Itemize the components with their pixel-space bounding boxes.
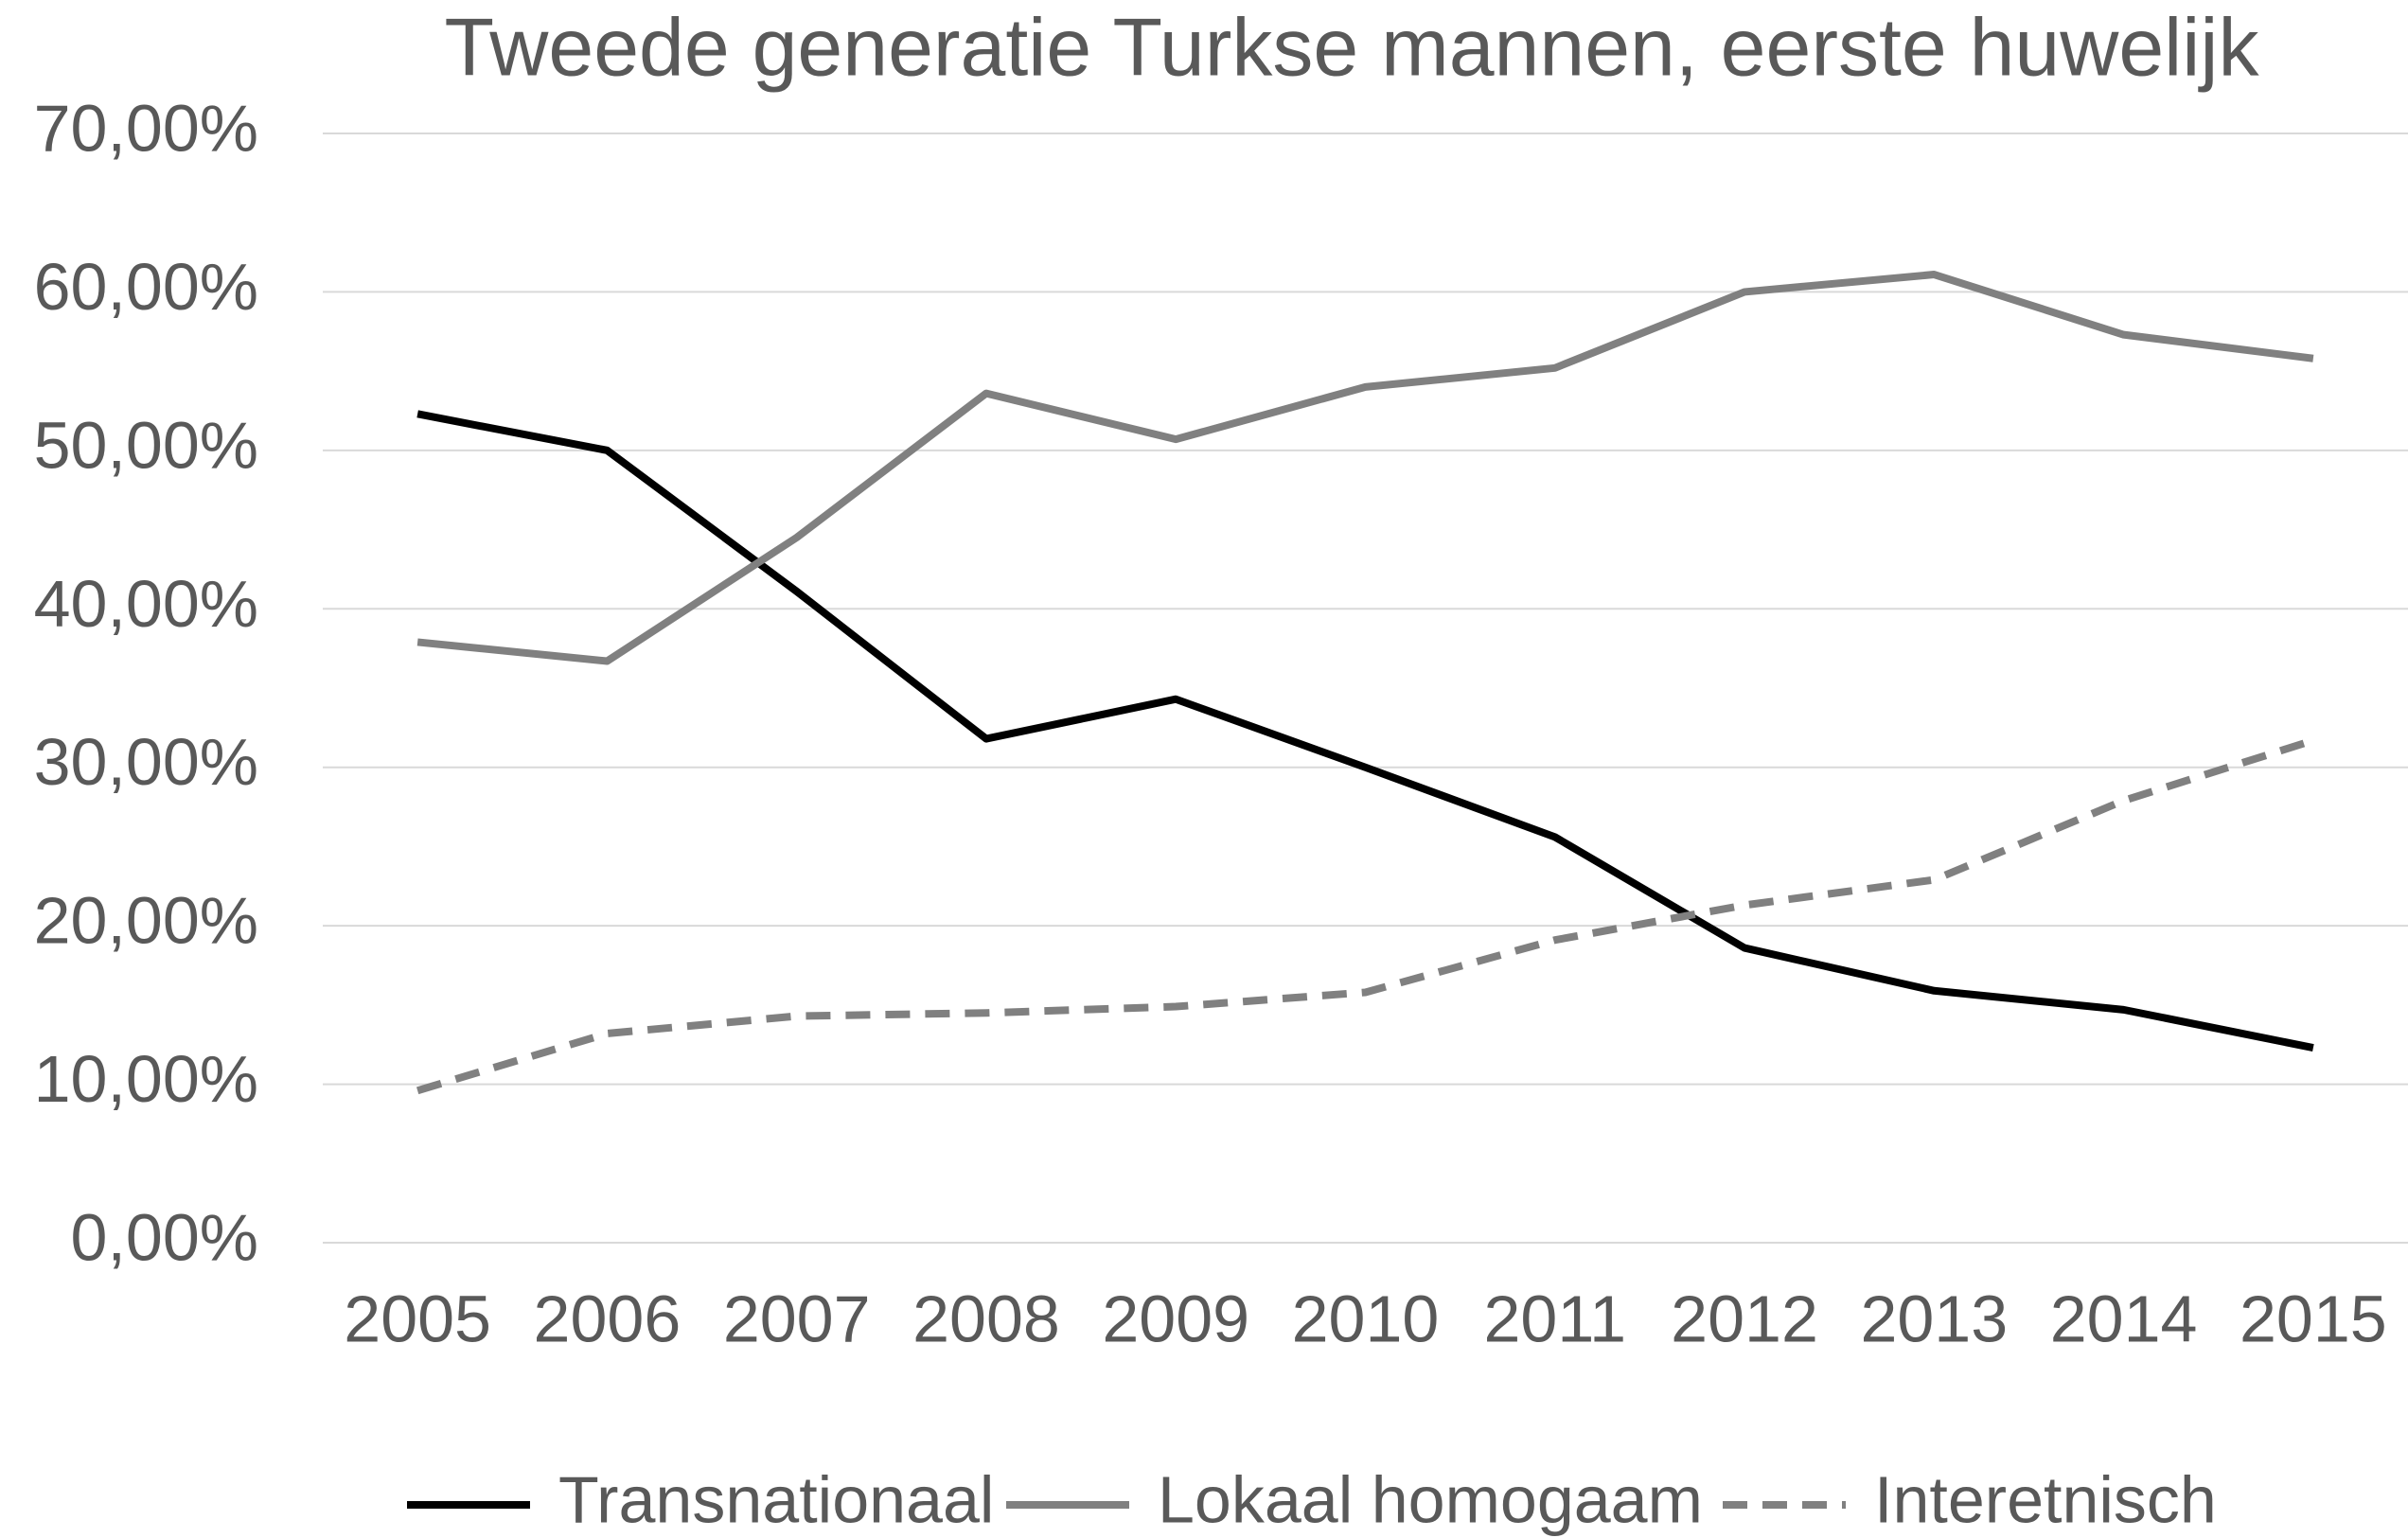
- series-line: [416, 410, 2314, 1052]
- x-tick-label: 2014: [2050, 1282, 2198, 1355]
- legend-label: Lokaal homogaam: [1158, 1462, 1703, 1536]
- y-tick-label: 50,00%: [34, 408, 258, 482]
- x-tick-label: 2015: [2240, 1282, 2387, 1355]
- legend-label: Transnationaal: [558, 1462, 994, 1536]
- legend-label: Interetnisch: [1874, 1462, 2217, 1536]
- y-tick-label: 0,00%: [71, 1200, 258, 1274]
- x-tick-label: 2013: [1860, 1282, 2008, 1355]
- x-tick-label: 2012: [1671, 1282, 1818, 1355]
- y-tick-label: 30,00%: [34, 725, 258, 799]
- x-tick-label: 2005: [344, 1282, 491, 1355]
- x-tick-label: 2010: [1292, 1282, 1440, 1355]
- y-tick-label: 70,00%: [34, 91, 258, 165]
- y-tick-label: 60,00%: [34, 250, 258, 324]
- chart-title: Tweede generatie Turkse mannen, eerste h…: [445, 3, 2260, 94]
- y-tick-label: 40,00%: [34, 567, 258, 641]
- x-tick-label: 2006: [534, 1282, 682, 1355]
- y-tick-label: 20,00%: [34, 884, 258, 958]
- x-tick-label: 2009: [1102, 1282, 1249, 1355]
- series-line: [416, 271, 2314, 665]
- series-line: [416, 736, 2315, 1095]
- x-tick-label: 2011: [1484, 1282, 1627, 1355]
- x-tick-label: 2007: [723, 1282, 871, 1355]
- y-tick-label: 10,00%: [34, 1042, 258, 1116]
- x-tick-label: 2008: [912, 1282, 1060, 1355]
